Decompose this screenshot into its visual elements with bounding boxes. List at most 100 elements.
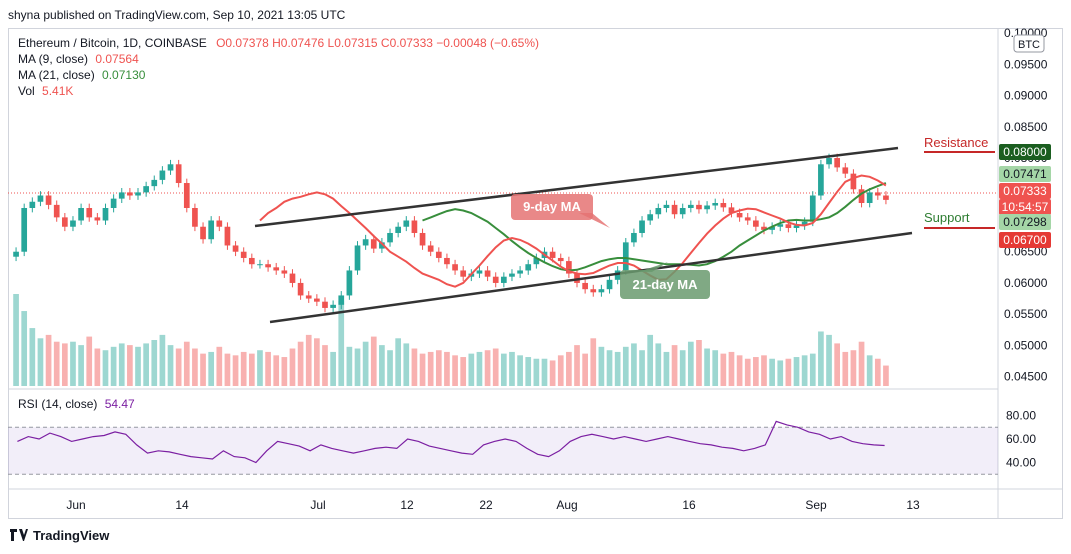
candle: [533, 253, 540, 269]
price-tick-label: 0.04500: [1004, 370, 1048, 384]
price-badge: 0.08000: [999, 144, 1051, 160]
time-tick-label: Sep: [805, 498, 827, 512]
volume-bar: [858, 341, 865, 386]
volume-bar: [622, 346, 629, 386]
tradingview-logo[interactable]: TradingView: [10, 528, 109, 543]
volume-bar: [582, 353, 588, 386]
volume-bar: [663, 351, 670, 386]
unit-badge[interactable]: [1013, 34, 1045, 53]
volume-bar: [696, 340, 702, 386]
price-badge: 0.06700: [999, 232, 1051, 248]
price-badge: 0.07298: [999, 214, 1051, 230]
candle: [192, 203, 198, 232]
price-badge: 0.07333: [999, 183, 1051, 199]
volume-bar: [566, 351, 572, 386]
price-badge-label: 0.08000: [1003, 145, 1047, 159]
volume-bar: [45, 334, 52, 386]
candle: [850, 169, 857, 194]
candle: [492, 272, 499, 288]
candle: [297, 278, 304, 300]
volume-bar: [468, 353, 475, 386]
candle: [622, 237, 629, 275]
ohlc-values: O0.07378 H0.07476 L0.07315 C0.07333 −0.0…: [216, 36, 540, 50]
candle: [720, 198, 727, 212]
price-tick-label: 0.06500: [1004, 245, 1048, 259]
volume-bar: [614, 351, 621, 386]
price-badge-label: 0.07471: [1003, 167, 1047, 181]
candle: [671, 200, 678, 219]
volume-bar: [362, 341, 369, 386]
candle: [387, 228, 393, 247]
candle: [127, 188, 133, 200]
volume-bar: [248, 353, 255, 386]
price-badge-label: 0.07298: [1003, 215, 1047, 229]
rsi-tick-label: 40.00: [1006, 456, 1036, 470]
price-tick-label: 0.05500: [1004, 307, 1048, 321]
ma9-value: 0.07564: [95, 52, 139, 66]
volume-bar: [118, 343, 125, 386]
volume-bar: [801, 355, 808, 386]
volume-bar: [21, 311, 28, 386]
volume-bar: [175, 348, 182, 386]
channel-lower-line[interactable]: [269, 231, 913, 324]
candle: [647, 209, 654, 225]
price-badge-label: 0.07333: [1003, 184, 1047, 198]
candle: [639, 216, 645, 238]
channel-upper-line[interactable]: [254, 146, 899, 228]
legend-rsi-row[interactable]: RSI (14, close) 54.47: [18, 396, 135, 412]
price-badge: 10:54:57: [999, 199, 1051, 215]
candle: [419, 228, 426, 250]
candle: [208, 216, 215, 244]
price-tick-label: 0.09500: [1004, 57, 1048, 71]
rsi-axis[interactable]: 80.00 60.00 40.00: [1006, 409, 1036, 470]
volume-bar: [874, 358, 881, 386]
volume-bar: [761, 355, 767, 386]
time-tick-label: 12: [400, 498, 414, 512]
volume-bar: [590, 338, 597, 386]
support-label: Support: [924, 210, 970, 225]
resistance-label: Resistance: [924, 135, 988, 150]
candle: [858, 184, 865, 208]
volume-bar: [37, 338, 44, 386]
volume-bar: [419, 353, 426, 386]
candle: [476, 266, 483, 278]
candle: [248, 253, 255, 269]
candle: [102, 203, 109, 225]
volume-bars: [13, 294, 889, 386]
volume-bar: [143, 343, 149, 386]
volume-bar: [53, 341, 60, 386]
volume-bar: [346, 346, 353, 386]
candle: [411, 216, 418, 238]
candle: [777, 219, 784, 232]
price-tick-label: 0.06000: [1004, 276, 1048, 290]
volume-bar: [444, 351, 450, 386]
candle: [110, 194, 117, 213]
candle: [687, 200, 694, 213]
legend-ma9-row[interactable]: MA (9, close) 0.07564: [18, 51, 139, 67]
candle: [257, 259, 263, 269]
volume-bar: [704, 348, 710, 386]
unit-label: BTC: [1018, 39, 1040, 51]
publish-info: shyna published on TradingView.com, Sep …: [8, 8, 346, 22]
candle: [159, 166, 166, 185]
rsi-value: 54.47: [104, 397, 135, 411]
candle: [175, 159, 182, 188]
candle: [354, 241, 361, 275]
symbol-label[interactable]: Ethereum / Bitcoin, 1D, COINBASE: [18, 36, 207, 50]
candle: [70, 216, 76, 232]
candle: [631, 228, 637, 247]
candles: [13, 153, 889, 313]
legend-ma21-row[interactable]: MA (21, close) 0.07130: [18, 67, 145, 83]
volume-bar: [257, 350, 263, 386]
time-axis[interactable]: Jun 14 Jul 12 22 Aug 16 Sep 13: [66, 498, 920, 512]
candle: [712, 198, 719, 210]
candle: [614, 266, 621, 285]
candle: [704, 201, 710, 214]
legend-vol-row[interactable]: Vol 5.41K: [18, 83, 73, 99]
volume-bar: [769, 358, 775, 386]
volume-bar: [866, 355, 873, 386]
volume-bar: [322, 345, 328, 386]
candle: [13, 247, 19, 262]
candle: [769, 222, 775, 235]
